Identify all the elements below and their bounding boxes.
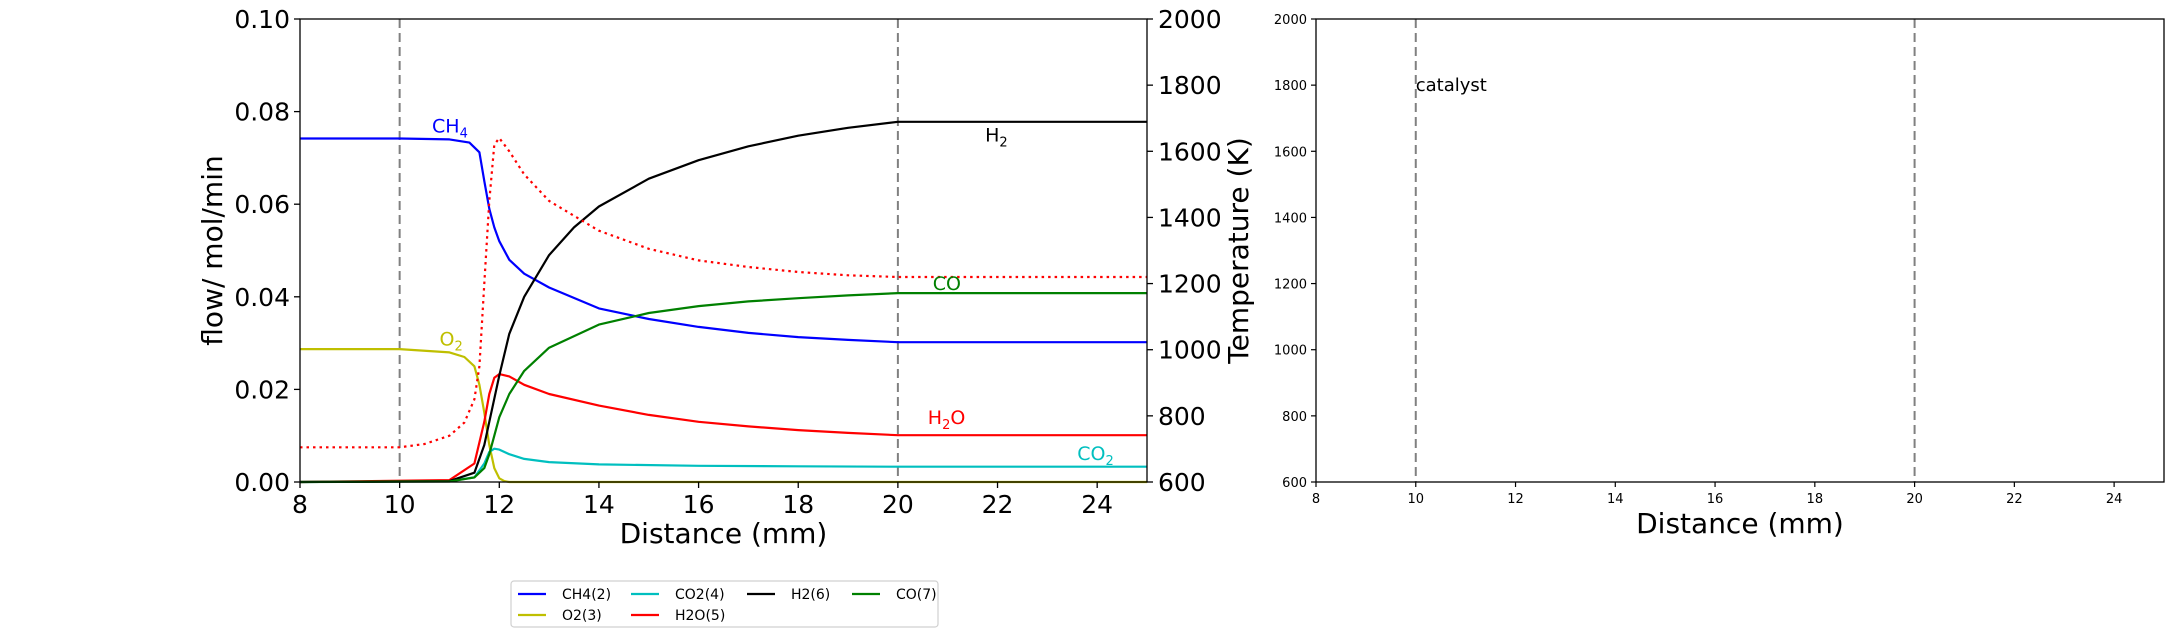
x-tick-label: 18: [782, 490, 814, 519]
annotation-subscript: 4: [460, 126, 468, 141]
y2-tick-label: 1000: [1158, 336, 1222, 365]
y2-tick-label: 1200: [1158, 270, 1222, 299]
legend-entry: H2(6): [791, 587, 830, 603]
x-tick-label: 14: [583, 490, 615, 519]
annotation-base: H: [928, 407, 942, 429]
series-line-2: [299, 447, 1147, 484]
y2-tick-label: 600: [1158, 468, 1206, 497]
x-tick-label: 10: [384, 490, 416, 519]
x-tick-label: 14: [1607, 492, 1624, 507]
species-annotation: H2: [985, 125, 1008, 151]
legend: CH4(2) CO2(4) H2(6) CO(7) O2(3) H2O(5): [510, 580, 939, 628]
y-tick-label: 2000: [1274, 13, 1307, 28]
annotation-subscript: 2: [942, 418, 950, 433]
temperature-line: [300, 137, 1147, 449]
y-tick-label: 1200: [1274, 278, 1307, 293]
right-chart: 8 10 12 14 16 18 20 22 24 600 800 1000 1200 1400 1600 1…: [1274, 13, 2165, 540]
annotation-base: O: [440, 328, 455, 350]
y-tick-label: 1000: [1274, 344, 1307, 359]
annotation-base: CO: [1077, 443, 1105, 465]
x-tick-label: 22: [2006, 492, 2023, 507]
legend-entry: CH4(2): [562, 587, 611, 603]
y-tick-label: 1800: [1274, 79, 1307, 94]
x-tick-label: 12: [483, 490, 515, 519]
series-line-5: [299, 292, 1147, 484]
series-line-1: [300, 348, 1147, 484]
y2-tick-label: 1600: [1158, 137, 1222, 166]
x-tick-label: 20: [1906, 492, 1923, 507]
annotation-base: CO: [933, 273, 961, 295]
y-tick-label: 0.04: [234, 283, 290, 312]
x-tick-label: 24: [2106, 492, 2123, 507]
plot-frame: [299, 18, 1148, 483]
annotation-suffix: O: [950, 407, 965, 429]
left-chart: 8 10 12 14 16 18 20 22 240.000.020.040.060.080.1…: [196, 5, 1255, 550]
legend-entry: H2O(5): [675, 608, 725, 624]
series-line-0: [300, 137, 1147, 344]
x-tick-label: 10: [1407, 492, 1424, 507]
annotation-subscript: 2: [454, 339, 462, 354]
series-line-3: [299, 373, 1147, 484]
y-tick-label: 1400: [1274, 211, 1307, 226]
y-tick-label: 0.10: [234, 5, 290, 34]
y-tick-label: 0.06: [234, 190, 290, 219]
series-line-4: [299, 120, 1147, 484]
legend-entry: CO(7): [896, 587, 937, 603]
y-tick-label: 0.08: [234, 98, 290, 127]
y-tick-label: 0.00: [234, 468, 290, 497]
annotation-subscript: 2: [1105, 454, 1113, 469]
x-tick-label: 8: [292, 490, 308, 519]
y-tick-label: 800: [1282, 410, 1307, 425]
x-tick-label: 16: [1707, 492, 1724, 507]
species-annotation: H2O: [928, 407, 966, 433]
x-tick-label: 24: [1081, 490, 1113, 519]
plot-frame: [1315, 18, 2165, 483]
annotation-base: H: [985, 125, 999, 147]
annotation-base: CH: [432, 115, 460, 137]
y2-axis-label: Temperature (K): [1222, 137, 1255, 364]
y2-tick-label: 1800: [1158, 71, 1222, 100]
y2-tick-label: 800: [1158, 402, 1206, 431]
x-tick-label: 16: [683, 490, 715, 519]
catalyst-label: catalyst: [1416, 75, 1487, 96]
x-tick-label: 18: [1807, 492, 1824, 507]
legend-box: [510, 580, 939, 628]
legend-entry: CO2(4): [675, 587, 725, 603]
y2-tick-label: 2000: [1158, 5, 1222, 34]
y-tick-label: 1600: [1274, 145, 1307, 160]
x-tick-label: 22: [982, 490, 1014, 519]
annotation-subscript: 2: [999, 136, 1007, 151]
species-annotation: CO2: [1077, 443, 1114, 469]
x-tick-label: 20: [882, 490, 914, 519]
y-tick-label: 600: [1282, 476, 1307, 491]
y-axis-label: flow/ mol/min: [196, 155, 229, 345]
species-annotation: O2: [440, 328, 463, 354]
species-annotation: CO: [933, 273, 961, 295]
y-tick-label: 0.02: [234, 375, 290, 404]
x-tick-label: 12: [1507, 492, 1524, 507]
species-annotation: CH4: [432, 115, 468, 141]
y2-tick-label: 1400: [1158, 203, 1222, 232]
legend-entry: O2(3): [562, 608, 602, 624]
x-axis-label: Distance (mm): [1636, 507, 1844, 540]
x-axis-label: Distance (mm): [620, 517, 828, 550]
x-tick-label: 8: [1312, 492, 1320, 507]
